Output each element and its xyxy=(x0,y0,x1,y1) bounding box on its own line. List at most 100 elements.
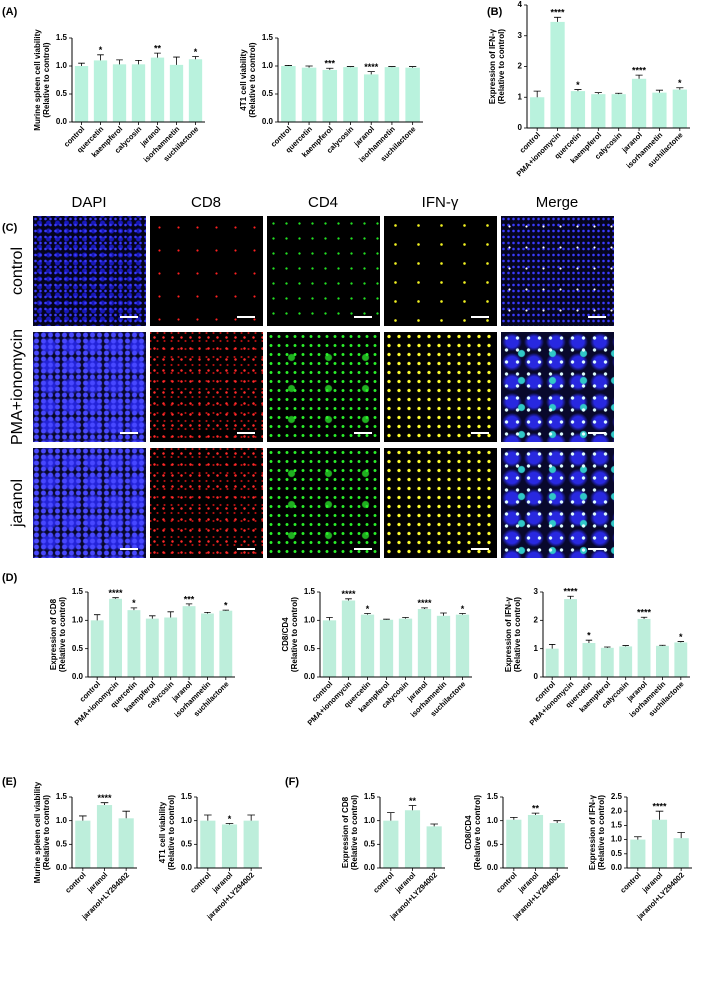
significance: *** xyxy=(325,59,336,69)
y-tick-label: 0.0 xyxy=(304,672,316,681)
micrograph xyxy=(384,332,497,442)
significance: * xyxy=(587,631,591,641)
error-bar xyxy=(97,54,104,61)
error-bar xyxy=(402,617,409,619)
error-bar xyxy=(388,66,396,68)
bar xyxy=(530,97,545,128)
y-tick-label: 0.0 xyxy=(611,863,623,872)
column-header: CD8 xyxy=(191,194,221,211)
y-axis-label: Murine spleen cell viability xyxy=(33,29,42,131)
significance: **** xyxy=(637,608,652,618)
error-bar xyxy=(284,65,292,66)
error-bar xyxy=(634,836,642,840)
scale-bar xyxy=(588,316,606,318)
scale-bar xyxy=(120,316,138,318)
error-bar xyxy=(79,815,87,821)
bar xyxy=(182,606,196,677)
error-bar xyxy=(548,644,556,649)
y-tick-label: 0.5 xyxy=(304,644,316,653)
micrograph xyxy=(267,448,380,558)
y-tick-label: 2.0 xyxy=(611,806,623,815)
y-axis-label: Expression of IFN-γ xyxy=(588,794,597,870)
bar xyxy=(674,642,688,677)
error-bar xyxy=(149,615,156,619)
y-axis-label: (Relative to control) xyxy=(473,795,482,870)
bar xyxy=(630,839,646,868)
bar xyxy=(404,810,421,868)
bar xyxy=(656,645,669,677)
row-label: control xyxy=(9,247,26,295)
x-tick-label: control xyxy=(63,870,87,894)
bar xyxy=(426,826,442,868)
error-bar xyxy=(346,66,355,68)
micrograph xyxy=(501,216,614,326)
bar-chart: control****PMA+ionomycin*quercetinkaempf… xyxy=(49,587,235,727)
y-tick-label: 1.5 xyxy=(262,33,274,42)
bar xyxy=(600,647,614,677)
significance: **** xyxy=(564,587,579,597)
bar xyxy=(169,64,184,122)
error-bar xyxy=(510,816,518,820)
bar xyxy=(455,614,470,677)
scale-bar xyxy=(471,432,489,434)
error-bar xyxy=(100,802,109,806)
scale-bar xyxy=(237,316,255,318)
bar-chart: control**jaranoljaranol+LY2940020.00.51.… xyxy=(464,792,568,922)
bar xyxy=(145,618,159,677)
y-tick-label: 0.5 xyxy=(56,839,68,848)
y-tick-label: 1 xyxy=(518,92,523,101)
bar xyxy=(549,823,565,868)
error-bar xyxy=(345,598,352,601)
error-bar xyxy=(130,607,138,611)
error-bar xyxy=(154,52,161,58)
y-tick-label: 0.5 xyxy=(72,644,84,653)
error-bar xyxy=(553,16,562,22)
micrograph xyxy=(267,332,380,442)
error-bar xyxy=(659,644,666,646)
y-axis-label: (Relative to control) xyxy=(290,597,299,672)
error-bar xyxy=(677,641,685,643)
y-tick-label: 1.0 xyxy=(611,835,623,844)
scale-bar xyxy=(120,548,138,550)
y-tick-label: 1.5 xyxy=(56,792,68,801)
y-tick-label: 0.5 xyxy=(364,839,376,848)
scale-bar xyxy=(588,432,606,434)
y-axis-label: (Relative to control) xyxy=(248,42,257,117)
significance: * xyxy=(679,632,683,642)
bar xyxy=(322,620,337,677)
error-bar xyxy=(192,56,199,60)
y-tick-label: 0.0 xyxy=(262,117,274,126)
error-bar xyxy=(305,65,313,68)
bar xyxy=(343,67,358,122)
y-axis-label: (Relative to control) xyxy=(497,29,506,104)
error-bar xyxy=(78,62,85,66)
bar xyxy=(164,617,178,677)
micrograph xyxy=(384,448,497,558)
error-bar xyxy=(421,607,428,609)
bar xyxy=(200,820,216,868)
error-bar xyxy=(655,89,664,93)
significance: * xyxy=(366,604,370,614)
error-bar xyxy=(655,810,664,820)
error-bar xyxy=(364,613,371,615)
significance: ** xyxy=(409,796,417,806)
error-bar xyxy=(676,87,684,90)
error-bar xyxy=(326,67,334,70)
bar xyxy=(672,89,687,128)
error-bar xyxy=(408,805,417,811)
bar xyxy=(281,66,296,122)
y-axis-label: CD8/CD4 xyxy=(464,815,473,850)
micrograph xyxy=(33,332,146,442)
bar xyxy=(363,74,379,122)
scale-bar xyxy=(471,316,489,318)
error-bar xyxy=(622,645,629,647)
error-bar xyxy=(383,618,390,620)
significance: * xyxy=(576,80,580,90)
bar xyxy=(127,610,141,677)
error-bar xyxy=(387,812,395,821)
micrograph xyxy=(150,448,263,558)
error-bar xyxy=(574,89,582,92)
y-tick-label: 0.5 xyxy=(181,839,193,848)
error-bar xyxy=(135,60,142,65)
